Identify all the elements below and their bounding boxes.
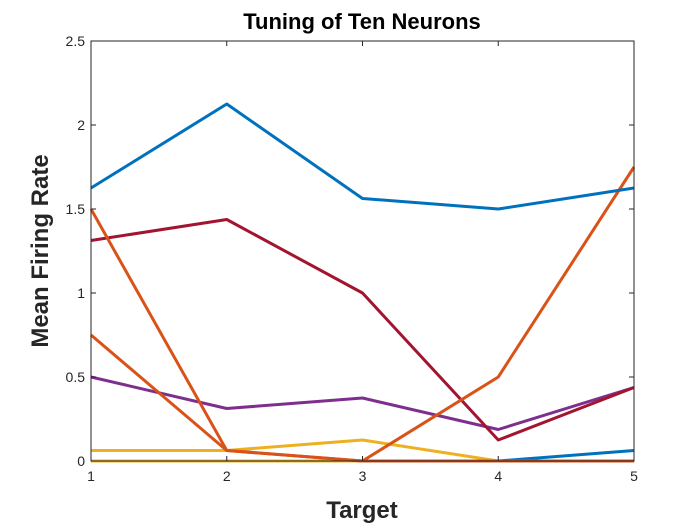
- chart-title: Tuning of Ten Neurons: [243, 9, 481, 34]
- y-tick-label: 0.5: [66, 369, 86, 385]
- x-tick-label: 2: [223, 468, 231, 484]
- y-tick-label: 2.5: [66, 33, 86, 49]
- y-axis-label: Mean Firing Rate: [27, 154, 54, 347]
- series-line-1: [90, 102, 635, 211]
- axis-ticks: 1 2 3 4 5 0 0.5 1 1.5 2 2.5: [66, 33, 639, 484]
- y-tick-label: 2: [77, 117, 85, 133]
- x-axis-label: Target: [326, 497, 398, 524]
- series-line-3: [90, 166, 636, 463]
- x-tick-label: 5: [630, 468, 638, 484]
- y-tick-label: 1.5: [66, 201, 86, 217]
- x-tick-label: 4: [494, 468, 502, 484]
- series-line-5: [90, 375, 635, 431]
- x-tick-label: 1: [87, 468, 95, 484]
- series-line-4: [90, 218, 635, 442]
- data-lines: [89, 102, 636, 463]
- x-tick-label: 3: [359, 468, 367, 484]
- y-tick-label: 0: [77, 453, 85, 469]
- series-line-2: [89, 208, 634, 463]
- y-tick-label: 1: [77, 285, 85, 301]
